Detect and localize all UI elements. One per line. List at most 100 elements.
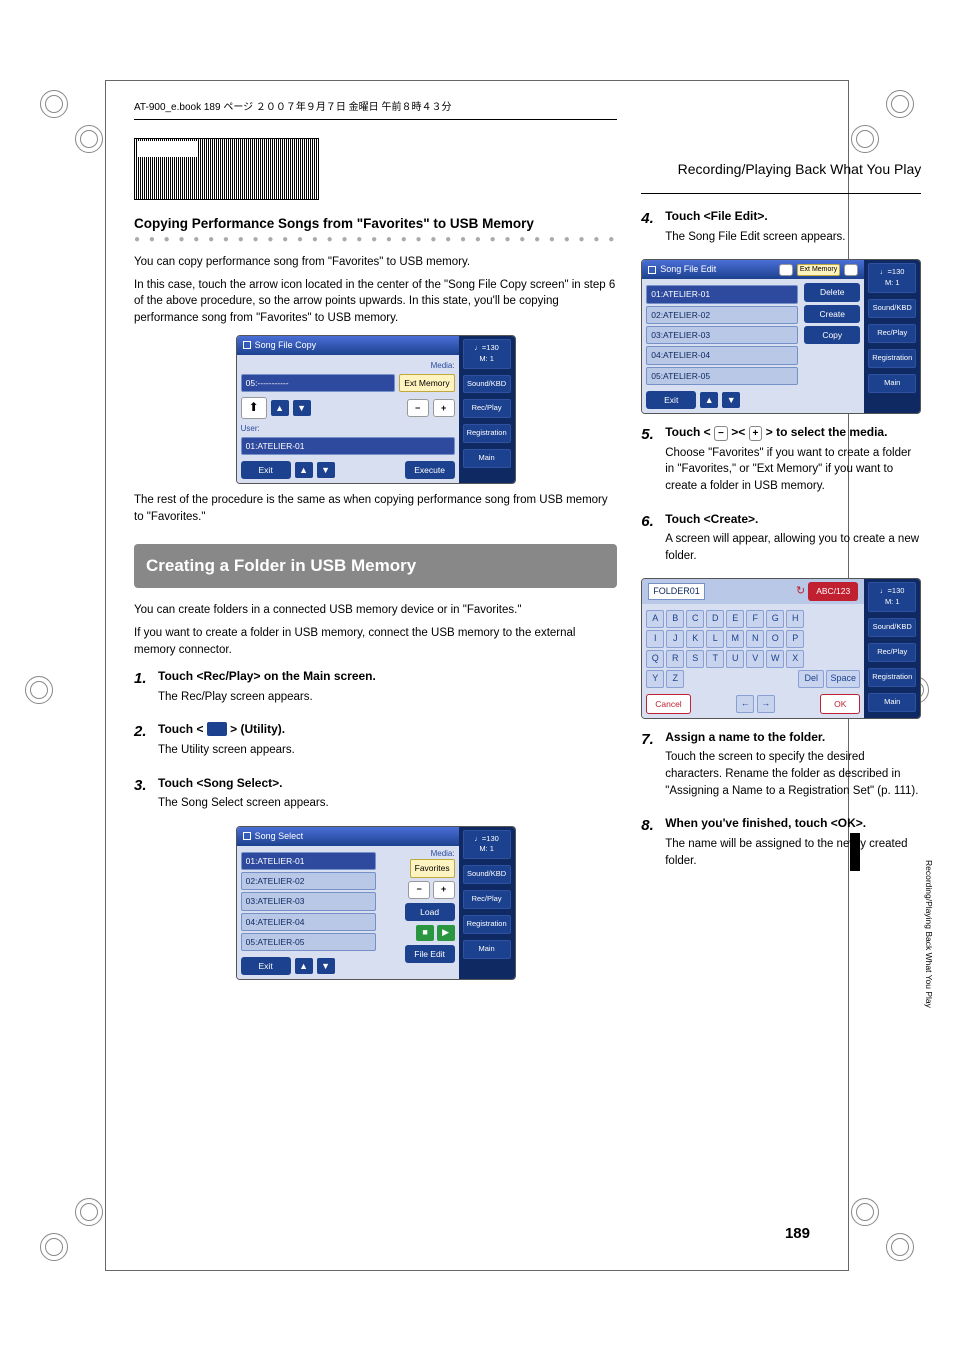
media-toggle[interactable]: Favorites: [410, 859, 455, 877]
side-tab[interactable]: Main: [463, 940, 511, 959]
key[interactable]: X: [786, 650, 804, 668]
copy-button[interactable]: Copy: [804, 326, 860, 344]
exit-button[interactable]: Exit: [646, 391, 696, 409]
del-key[interactable]: Del: [798, 670, 824, 688]
file-edit-button[interactable]: File Edit: [405, 945, 455, 963]
create-button[interactable]: Create: [804, 305, 860, 323]
media-toggle[interactable]: Ext Memory: [399, 374, 454, 392]
ok-button[interactable]: OK: [820, 694, 860, 714]
key[interactable]: K: [686, 630, 704, 648]
left-arrow-icon[interactable]: ←: [736, 695, 754, 713]
key[interactable]: N: [746, 630, 764, 648]
key[interactable]: Q: [646, 650, 664, 668]
down-icon[interactable]: ▼: [317, 462, 335, 478]
down-icon[interactable]: ▼: [722, 392, 740, 408]
side-tab[interactable]: Rec/Play: [868, 643, 916, 662]
list-row[interactable]: 02:ATELIER-02: [646, 306, 798, 324]
plus-button[interactable]: +: [844, 264, 858, 276]
side-tab[interactable]: Sound/KBD: [463, 865, 511, 884]
list-row[interactable]: 05:ATELIER-05: [241, 933, 376, 951]
list-row[interactable]: 01:ATELIER-01: [646, 285, 798, 303]
up-icon[interactable]: ▲: [295, 462, 313, 478]
down-icon[interactable]: ▼: [317, 958, 335, 974]
side-tab[interactable]: Sound/KBD: [463, 375, 511, 394]
key[interactable]: F: [746, 610, 764, 628]
crop-mark: [75, 125, 103, 153]
play-icon[interactable]: ▶: [437, 925, 455, 941]
key[interactable]: I: [646, 630, 664, 648]
key[interactable]: E: [726, 610, 744, 628]
key[interactable]: G: [766, 610, 784, 628]
minus-button[interactable]: −: [407, 399, 429, 417]
key[interactable]: Z: [666, 670, 684, 688]
key[interactable]: A: [646, 610, 664, 628]
cancel-button[interactable]: Cancel: [646, 694, 690, 714]
side-tab[interactable]: Main: [463, 449, 511, 468]
key[interactable]: W: [766, 650, 784, 668]
side-tab[interactable]: Sound/KBD: [868, 618, 916, 637]
list-row[interactable]: 05:-----------: [241, 374, 396, 392]
execute-button[interactable]: Execute: [405, 461, 455, 479]
plus-button[interactable]: +: [433, 399, 455, 417]
key[interactable]: L: [706, 630, 724, 648]
key[interactable]: M: [726, 630, 744, 648]
space-key[interactable]: Space: [826, 670, 860, 688]
crop-mark: [25, 676, 53, 704]
step-body: The name will be assigned to the newly c…: [665, 836, 921, 869]
key[interactable]: T: [706, 650, 724, 668]
load-button[interactable]: Load: [405, 903, 455, 921]
screenshot-song-select: Song Select Media: Favorites − + Load ■ …: [236, 826, 516, 981]
list-row[interactable]: 01:ATELIER-01: [241, 437, 455, 455]
side-tab[interactable]: Rec/Play: [463, 890, 511, 909]
up-icon[interactable]: ▲: [700, 392, 718, 408]
side-tab[interactable]: Registration: [868, 668, 916, 687]
key[interactable]: U: [726, 650, 744, 668]
abc123-button[interactable]: ABC/123: [808, 582, 858, 600]
step-head: When you've finished, touch <OK>.: [665, 815, 921, 832]
minus-button[interactable]: −: [779, 264, 793, 276]
key[interactable]: O: [766, 630, 784, 648]
up-icon[interactable]: ▲: [295, 958, 313, 974]
list-row[interactable]: 04:ATELIER-04: [646, 346, 798, 364]
key[interactable]: S: [686, 650, 704, 668]
media-toggle[interactable]: Ext Memory: [797, 264, 840, 276]
list-row[interactable]: 02:ATELIER-02: [241, 872, 376, 890]
side-tab[interactable]: Registration: [463, 915, 511, 934]
key[interactable]: C: [686, 610, 704, 628]
stop-icon[interactable]: ■: [416, 925, 434, 941]
arrow-up-icon[interactable]: ⬆: [241, 397, 267, 419]
list-row[interactable]: 03:ATELIER-03: [646, 326, 798, 344]
key[interactable]: P: [786, 630, 804, 648]
side-tab[interactable]: Main: [868, 693, 916, 712]
side-tab[interactable]: Main: [868, 374, 916, 393]
exit-button[interactable]: Exit: [241, 461, 291, 479]
list-row[interactable]: 04:ATELIER-04: [241, 913, 376, 931]
key[interactable]: D: [706, 610, 724, 628]
minus-button[interactable]: −: [408, 881, 430, 899]
side-tab[interactable]: Rec/Play: [868, 324, 916, 343]
list-row[interactable]: 03:ATELIER-03: [241, 892, 376, 910]
key[interactable]: V: [746, 650, 764, 668]
exit-button[interactable]: Exit: [241, 957, 291, 975]
key[interactable]: H: [786, 610, 804, 628]
down-icon[interactable]: ▼: [293, 400, 311, 416]
sub-heading-favorites-copy: Copying Performance Songs from "Favorite…: [134, 214, 617, 234]
step-number: 7.: [641, 729, 659, 805]
name-input[interactable]: FOLDER01: [648, 583, 705, 600]
list-row[interactable]: 01:ATELIER-01: [241, 852, 376, 870]
key[interactable]: Y: [646, 670, 664, 688]
key[interactable]: J: [666, 630, 684, 648]
side-tab[interactable]: Registration: [868, 349, 916, 368]
refresh-icon[interactable]: ↻: [796, 584, 805, 600]
key[interactable]: B: [666, 610, 684, 628]
key[interactable]: R: [666, 650, 684, 668]
right-arrow-icon[interactable]: →: [757, 695, 775, 713]
side-tab[interactable]: Registration: [463, 424, 511, 443]
up-icon[interactable]: ▲: [271, 400, 289, 416]
side-tab[interactable]: Sound/KBD: [868, 299, 916, 318]
crop-mark: [40, 90, 68, 118]
delete-button[interactable]: Delete: [804, 283, 860, 301]
list-row[interactable]: 05:ATELIER-05: [646, 367, 798, 385]
plus-button[interactable]: +: [433, 881, 455, 899]
side-tab[interactable]: Rec/Play: [463, 399, 511, 418]
